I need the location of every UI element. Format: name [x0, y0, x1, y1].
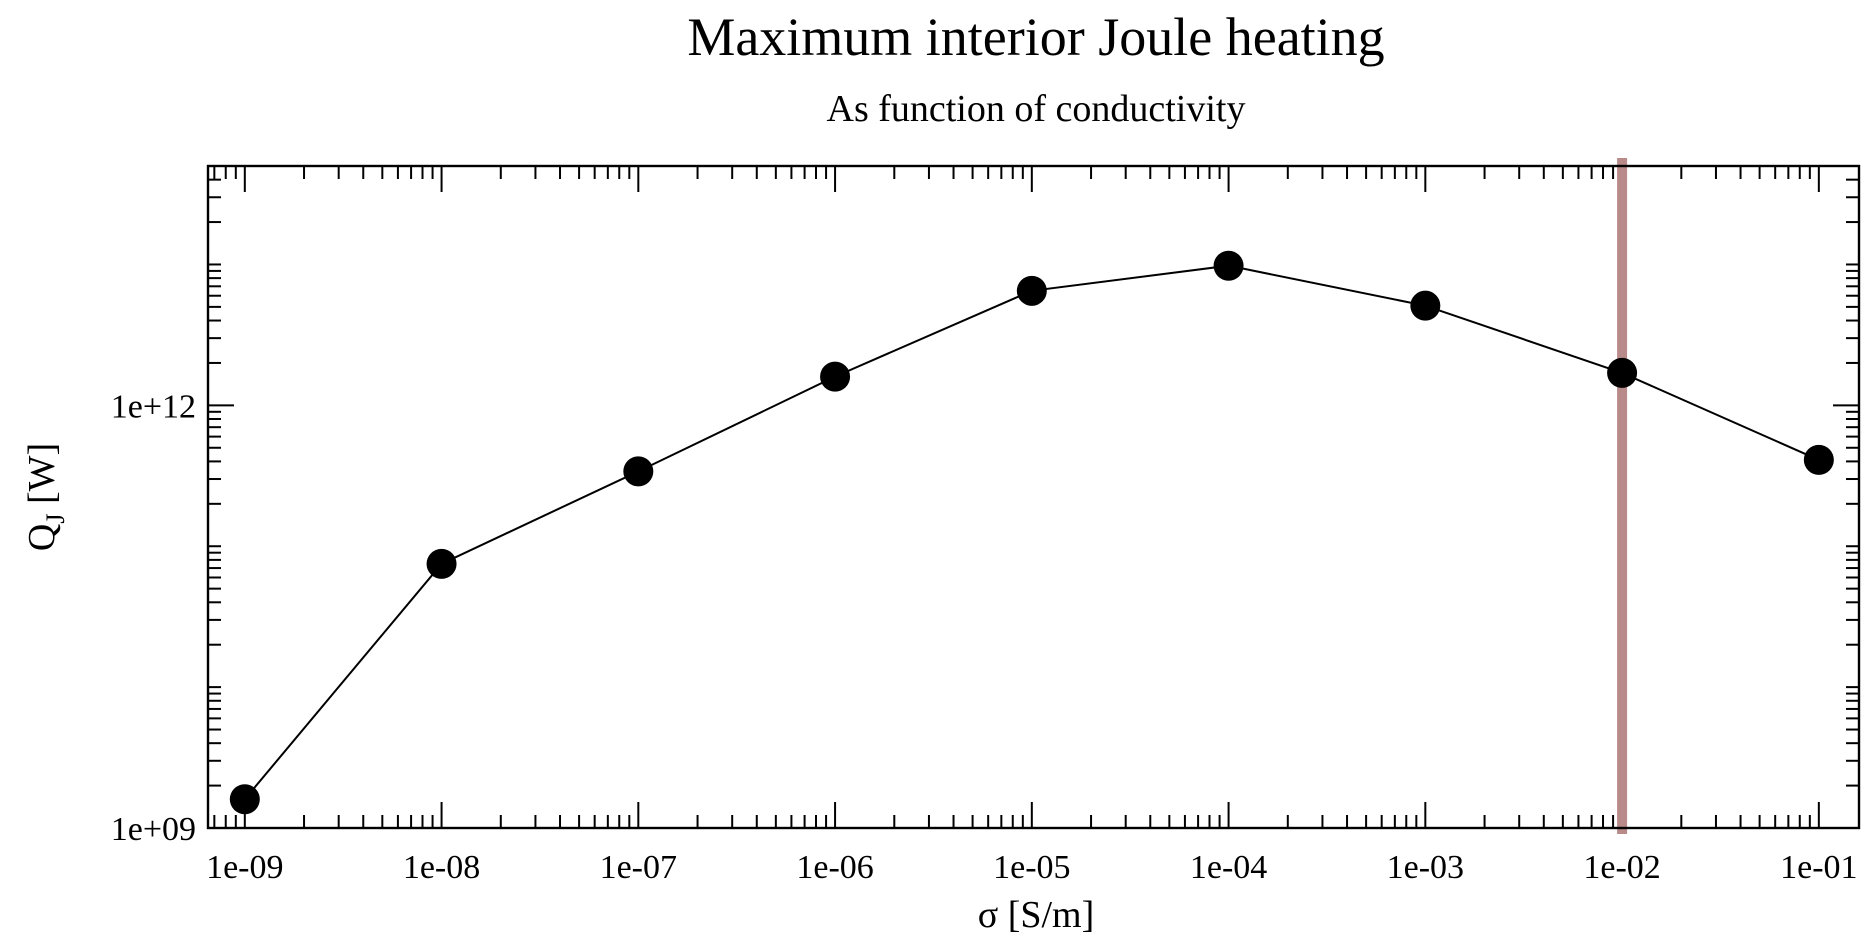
y-axis-label-unit: [W] [21, 443, 63, 504]
data-point [1607, 357, 1638, 388]
x-tick-label: 1e-06 [796, 849, 873, 886]
data-point [1803, 444, 1834, 475]
y-tick-label: 1e+09 [111, 811, 196, 848]
data-point [426, 548, 457, 579]
x-tick-label: 1e-09 [206, 849, 283, 886]
x-tick-label: 1e-02 [1583, 849, 1660, 886]
y-axis-label-subscript: J [41, 514, 70, 524]
x-tick-label: 1e-01 [1780, 849, 1857, 886]
x-tick-label: 1e-07 [600, 849, 677, 886]
x-tick-label: 1e-08 [403, 849, 480, 886]
data-point [1213, 250, 1244, 281]
chart-subtitle: As function of conductivity [827, 88, 1246, 130]
y-axis-label: QJ [W] [21, 443, 70, 551]
y-tick-label: 1e+12 [111, 388, 196, 425]
x-tick-label: 1e-05 [993, 849, 1070, 886]
axis-ticks [208, 165, 1859, 829]
x-tick-labels: 1e-09 1e-08 1e-07 1e-06 1e-05 1e-04 1e-03 1e-02… [206, 849, 1857, 886]
x-tick-label: 1e-04 [1190, 849, 1267, 886]
y-tick-labels: 1e+09 1e+12 [111, 388, 196, 848]
series-line [244, 264, 1820, 800]
data-point [820, 361, 851, 392]
series-group [229, 250, 1834, 815]
y-axis-label-main: Q [21, 524, 63, 551]
plot-frame [206, 164, 1861, 830]
data-point [229, 784, 260, 815]
data-point [623, 456, 654, 487]
chart-title: Maximum interior Joule heating [687, 7, 1384, 67]
data-point [1410, 290, 1441, 321]
x-axis-label: σ [S/m] [978, 894, 1095, 936]
x-tick-label: 1e-03 [1387, 849, 1464, 886]
data-point [1016, 275, 1047, 306]
